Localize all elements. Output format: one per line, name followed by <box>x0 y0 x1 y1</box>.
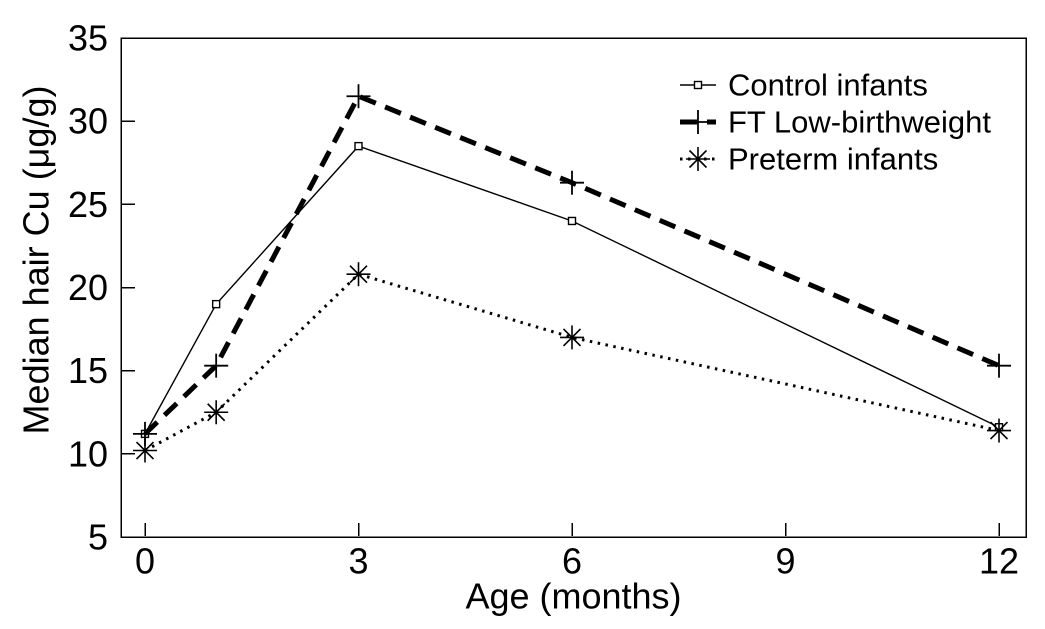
asterisk-marker-icon <box>135 441 155 460</box>
legend-label: FT Low-birthweight <box>728 105 991 140</box>
x-tick-label: 0 <box>135 541 155 582</box>
square-marker-icon <box>567 216 577 226</box>
plot-frame <box>120 37 1027 538</box>
square-marker-icon <box>354 141 363 151</box>
y-tick-label: 5 <box>88 517 108 558</box>
y-tick-label: 20 <box>68 267 108 308</box>
asterisk-marker-icon <box>349 265 368 284</box>
y-tick-label: 35 <box>68 18 108 59</box>
asterisk-marker-icon <box>989 421 1009 440</box>
y-tick-label: 25 <box>68 184 108 225</box>
y-tick-label: 30 <box>68 101 108 142</box>
series-preterm-infants <box>133 262 1011 463</box>
square-marker-icon <box>211 299 221 309</box>
asterisk-marker-icon <box>562 328 582 347</box>
x-tick-label: 12 <box>979 541 1019 582</box>
y-tick-label: 10 <box>68 433 108 474</box>
series-line <box>143 93 1000 436</box>
asterisk-marker-icon <box>688 149 708 169</box>
y-axis-label: Median hair Cu (μg/g) <box>16 86 57 435</box>
x-tick-label: 6 <box>562 541 582 582</box>
x-tick-label: 3 <box>348 541 368 582</box>
x-tick-label: 9 <box>775 541 795 582</box>
legend-item-control-infants: Control infants <box>680 68 928 103</box>
y-tick-label: 15 <box>68 350 108 391</box>
legend-label: Control infants <box>728 68 928 103</box>
series-ft-low-birthweight <box>133 84 1011 446</box>
x-axis-label: Age (months) <box>465 576 681 617</box>
square-marker-icon <box>693 80 703 90</box>
legend-item-preterm-infants: Preterm infants <box>680 142 938 177</box>
legend-item-ft-low-birthweight: FT Low-birthweight <box>680 105 991 140</box>
legend-label: Preterm infants <box>728 142 938 177</box>
asterisk-marker-icon <box>207 403 226 422</box>
